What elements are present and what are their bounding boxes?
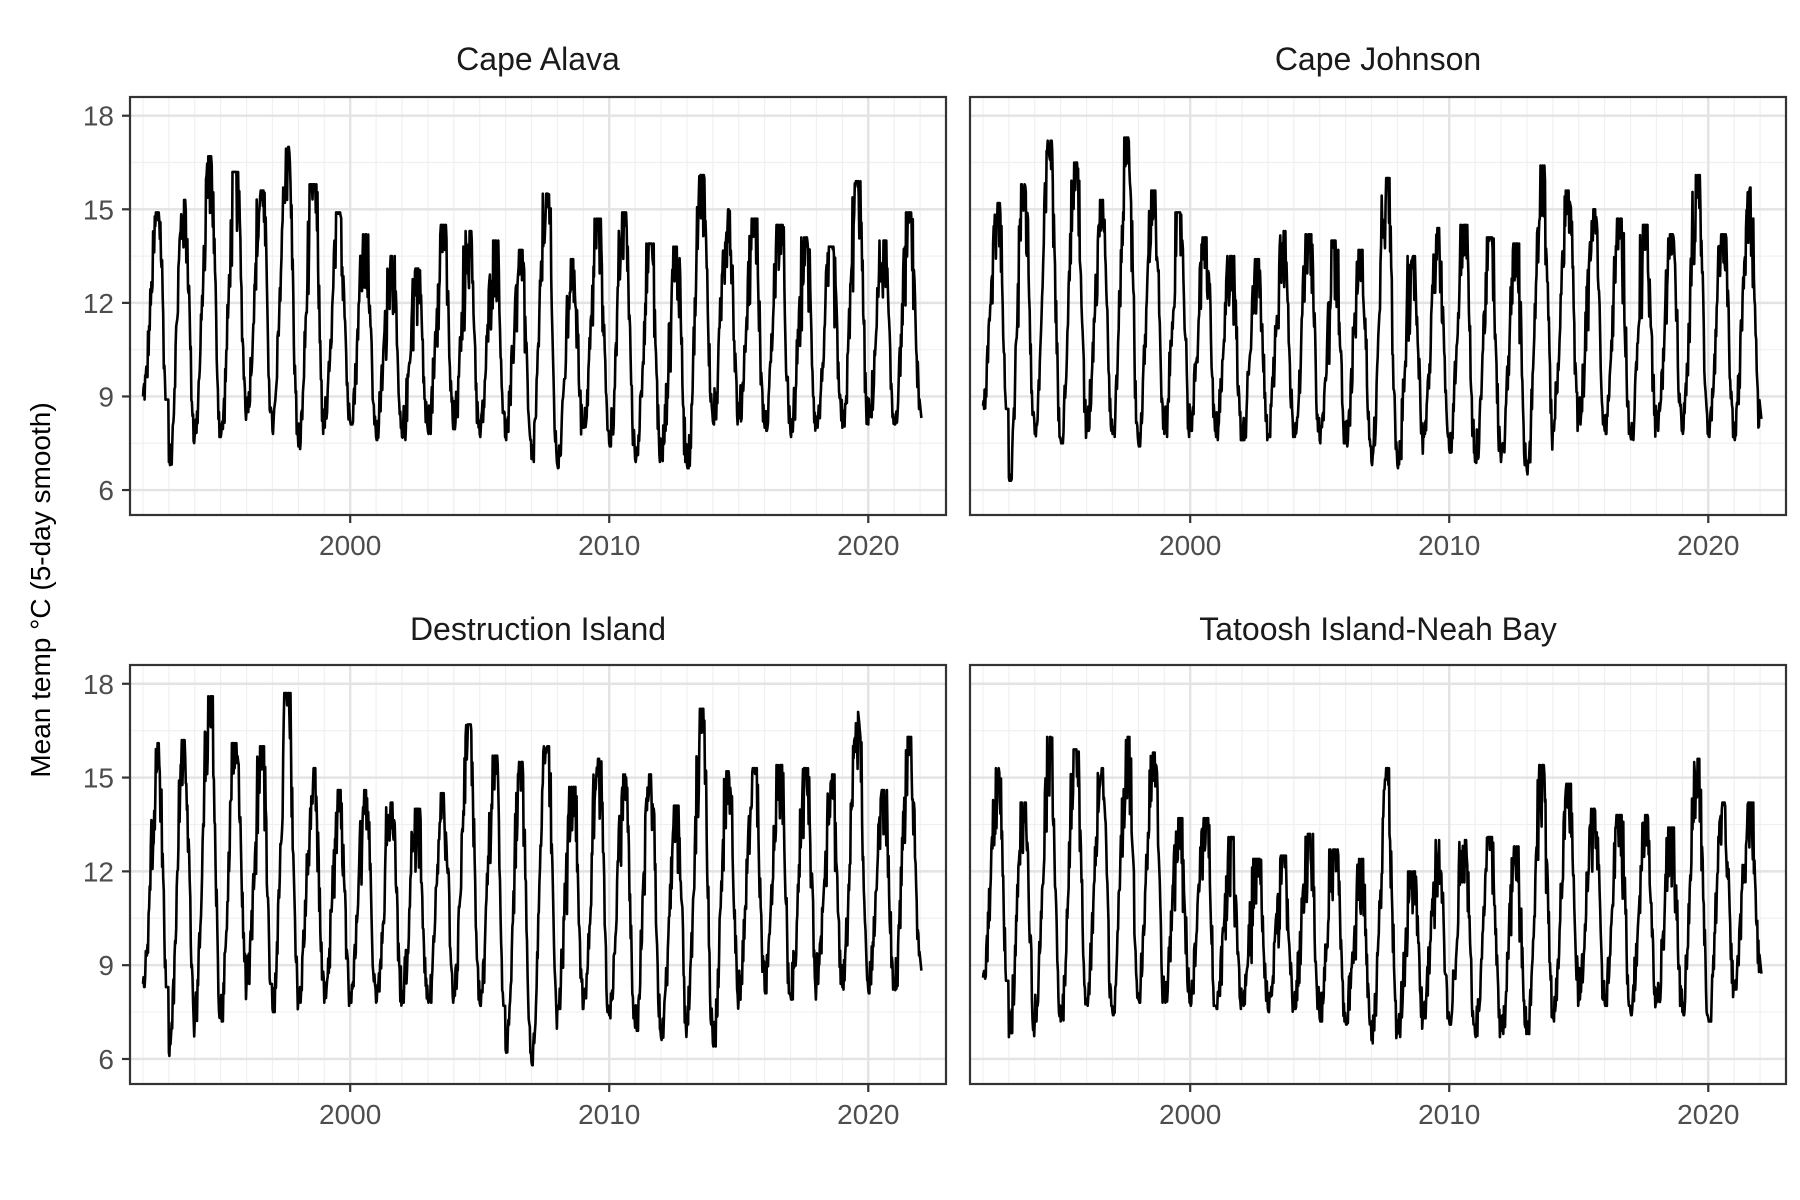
y-tick-label: 9 [98,950,114,981]
x-tick-label: 2000 [1159,530,1221,561]
temperature-series-line [981,735,1763,1045]
x-tick-label: 2020 [1677,1099,1739,1130]
x-tick-label: 2020 [1677,530,1739,561]
temperature-series-line [141,145,923,470]
y-tick-label: 6 [98,475,114,506]
y-tick-label: 9 [98,381,114,412]
panel-title: Cape Alava [456,41,620,77]
x-tick-label: 2000 [1159,1099,1221,1130]
temperature-series-line [141,691,923,1067]
panel-border [128,95,948,517]
x-tick-label: 2020 [837,530,899,561]
y-axis-label: Mean temp °C (5-day smooth) [25,402,56,777]
x-tick-label: 2000 [319,530,381,561]
y-tick-label: 18 [83,669,114,700]
panel: Cape Alava 2000 2010 2020 6 9 12 15 18 [83,41,948,561]
x-tick-label: 2010 [1418,530,1480,561]
y-tick-label: 12 [83,288,114,319]
x-tick-label: 2010 [578,1099,640,1130]
x-tick-label: 2000 [319,1099,381,1130]
y-tick-label: 18 [83,101,114,132]
panel: Cape Johnson 2000 2010 2020 [968,41,1788,561]
panel-border [128,663,948,1086]
y-tick-label: 15 [83,194,114,225]
panel-border [968,95,1788,517]
x-tick-label: 2010 [1418,1099,1480,1130]
panel-background [130,97,946,515]
y-tick-label: 6 [98,1044,114,1075]
y-tick-label: 12 [83,856,114,887]
panel-background [970,97,1786,515]
panel-title: Cape Johnson [1275,41,1481,77]
panel-border [968,663,1788,1086]
panel-background [970,665,1786,1084]
x-tick-label: 2020 [837,1099,899,1130]
temperature-series-line [981,136,1763,482]
panel: Tatoosh Island-Neah Bay 2000 2010 2020 [968,611,1788,1130]
x-tick-label: 2010 [578,530,640,561]
panel-title: Destruction Island [410,611,666,647]
panel-title: Tatoosh Island-Neah Bay [1199,611,1557,647]
y-tick-label: 15 [83,763,114,794]
panel: Destruction Island 2000 2010 2020 6 9 12 15 18 [83,611,948,1130]
